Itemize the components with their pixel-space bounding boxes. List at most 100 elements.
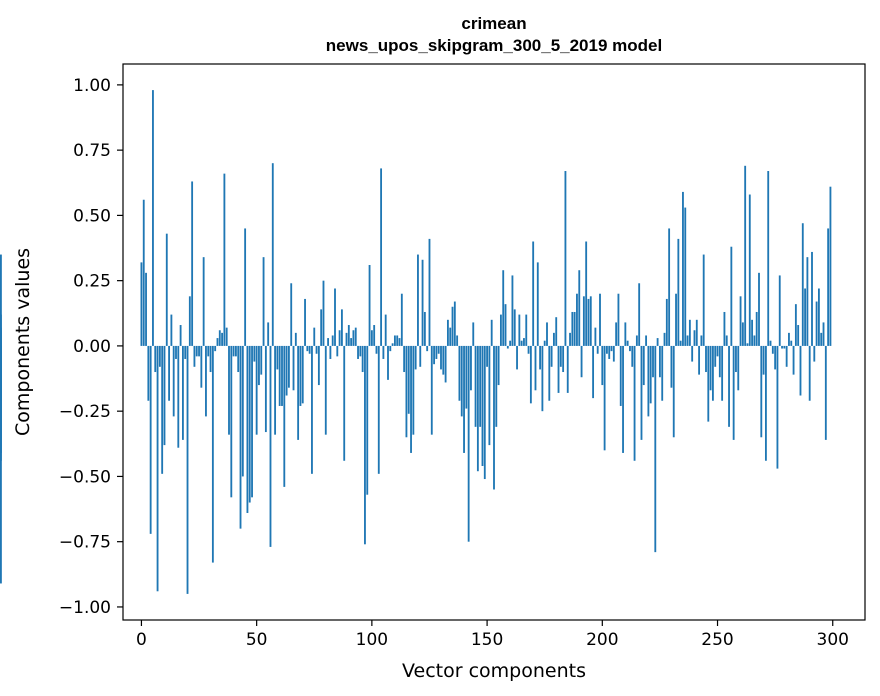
- bar-component-281: [788, 332, 790, 346]
- bar-component-250: [716, 345, 719, 357]
- bar-component-263: [746, 343, 749, 346]
- bar-component-151: [488, 345, 491, 446]
- bar-component-157: [502, 270, 505, 346]
- bar-component-156: [499, 314, 502, 346]
- bar-component-145: [474, 345, 477, 427]
- y-tick-label: 0.50: [73, 206, 111, 226]
- x-tick-label: 0: [136, 630, 147, 650]
- bar-component-87: [340, 309, 343, 346]
- bar-component-233: [677, 238, 680, 346]
- bar-component-46: [246, 345, 249, 513]
- bar-component-205: [612, 345, 615, 362]
- bar-component-37: [225, 327, 228, 346]
- bar-component-72: [306, 345, 309, 352]
- bar-component-283: [792, 345, 795, 375]
- x-tick-label: 250: [701, 630, 733, 650]
- bar-component-18: [181, 345, 184, 440]
- bar-component-23: [193, 345, 196, 367]
- bar-component-154: [495, 345, 498, 427]
- bar-component-48: [251, 345, 253, 498]
- bar-component-73: [308, 345, 311, 354]
- bar-component-292: [813, 345, 816, 362]
- bar-component-257: [732, 345, 735, 440]
- y-tick-label: 0.00: [73, 337, 111, 357]
- bar-component-11: [165, 233, 168, 346]
- bar-component-180: [555, 317, 558, 346]
- bar-component-245: [705, 345, 707, 373]
- bar-component-237: [686, 335, 689, 346]
- bar-component-178: [550, 345, 553, 367]
- bar-component-204: [610, 345, 613, 352]
- bar-component-74: [311, 345, 313, 474]
- bar-component-45: [244, 228, 247, 346]
- bar-component-202: [605, 345, 608, 354]
- bar-component-253: [723, 311, 726, 346]
- bar-component-43: [239, 345, 242, 529]
- bar-component-294: [817, 288, 820, 346]
- bar-component-124: [426, 345, 429, 352]
- y-tick-label: 1.00: [73, 76, 111, 96]
- bar-component-273: [769, 340, 772, 346]
- bar-component-195: [589, 296, 592, 346]
- bar-component-241: [695, 319, 698, 346]
- bar-component-220: [647, 345, 650, 417]
- bar-component-47: [248, 345, 251, 503]
- bar-component-223: [654, 345, 657, 553]
- bar-component-50: [255, 345, 258, 435]
- bar-component-59: [276, 345, 279, 370]
- bar-component-76: [315, 345, 318, 354]
- bar-component-221: [649, 345, 652, 404]
- bar-component-77: [317, 345, 320, 386]
- bar-component-168: [527, 345, 530, 354]
- bar-component-149: [483, 345, 486, 480]
- bar-component-293: [815, 301, 818, 346]
- bar-component-36: [223, 173, 226, 346]
- x-tick-label: 50: [246, 630, 268, 650]
- bar-component-32: [214, 345, 217, 352]
- bar-component-295: [820, 332, 823, 346]
- bar-component-203: [608, 345, 611, 359]
- bar-component-10: [163, 345, 166, 446]
- bar-component-131: [442, 345, 445, 375]
- bar-component-90: [347, 325, 350, 346]
- bar-component-183: [562, 345, 565, 373]
- bar-component-194: [587, 298, 590, 346]
- bar-component-208: [619, 345, 622, 406]
- bar-component-228: [665, 298, 668, 346]
- bar-component-246: [707, 345, 710, 422]
- bar-component-181: [557, 345, 560, 393]
- bar-component-244: [702, 254, 705, 346]
- bar-component-35: [221, 332, 224, 346]
- bar-component-247: [709, 345, 712, 391]
- bar-component-16: [177, 345, 180, 448]
- bar-component-109: [391, 343, 394, 346]
- plot-frame: [122, 63, 866, 621]
- bar-component-13: [170, 314, 173, 346]
- bar-component-118: [412, 345, 415, 435]
- bar-component-133: [446, 319, 449, 346]
- bar-component-137: [456, 335, 459, 346]
- bar-component-66: [292, 345, 295, 391]
- bar-component-undefined: [0, 314, 2, 346]
- bar-component-1: [142, 199, 145, 346]
- bar-component-268: [758, 272, 760, 346]
- bar-component-259: [737, 345, 740, 391]
- bar-component-8: [158, 345, 161, 367]
- bar-component-21: [188, 296, 191, 346]
- bar-component-15: [175, 345, 177, 359]
- bar-component-58: [274, 345, 277, 435]
- bar-component-116: [407, 345, 410, 414]
- bar-component-130: [440, 345, 442, 370]
- bar-component-189: [576, 293, 578, 346]
- bars-group: [0, 90, 832, 594]
- bar-component-95: [359, 345, 362, 357]
- bar-component-230: [670, 345, 673, 388]
- chart-subtitle: news_upos_skipgram_300_5_2019 model: [326, 36, 662, 55]
- bar-component-235: [682, 191, 684, 346]
- bar-component-57: [271, 163, 274, 346]
- bar-component-81: [327, 338, 330, 346]
- bar-component-71: [304, 298, 306, 346]
- bar-component-158: [504, 304, 507, 346]
- bar-component-196: [592, 345, 595, 399]
